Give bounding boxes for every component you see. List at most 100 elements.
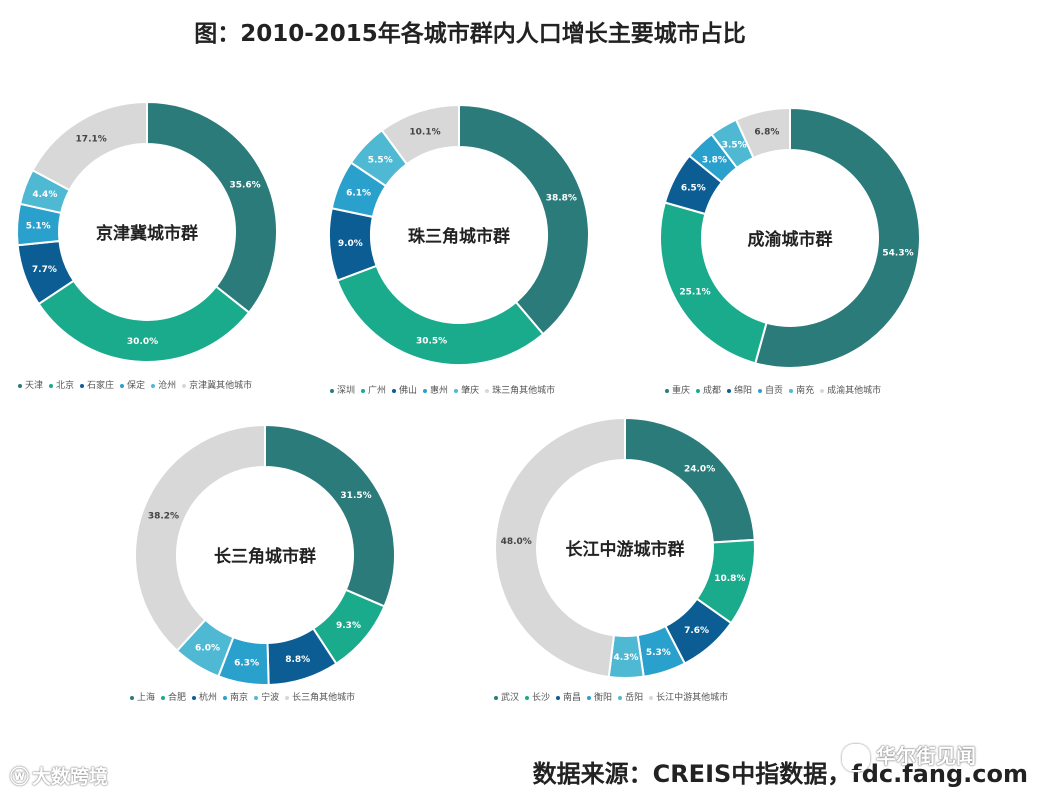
- data-source: 数据来源：CREIS中指数据，fdc.fang.com: [532, 760, 1028, 788]
- data-label: 54.3%: [882, 249, 913, 259]
- data-label: 6.8%: [754, 127, 779, 137]
- legend-swatch: [223, 695, 228, 700]
- data-label: 10.8%: [714, 574, 745, 584]
- legend-label: 惠州: [430, 386, 449, 396]
- weibo-icon: ⓦ: [10, 766, 30, 788]
- legend-label: 合肥: [168, 693, 187, 703]
- legend-item: 佛山: [392, 383, 417, 396]
- legend-label: 南昌: [563, 693, 582, 703]
- donut-chart-chengyu: 54.3% 25.1% 6.5% 3.8% 3.5% 6.8% 成渝城市群: [659, 106, 921, 369]
- legend-label: 沧州: [158, 381, 177, 391]
- data-label: 6.3%: [234, 658, 259, 668]
- legend-swatch: [192, 695, 197, 700]
- legend-label: 京津冀其他城市: [189, 381, 253, 391]
- legend-swatch: [18, 383, 22, 388]
- legend-label: 岳阳: [625, 693, 644, 703]
- legend-swatch: [49, 383, 54, 388]
- data-label: 8.8%: [285, 655, 310, 665]
- pie-slice-上海: [264, 423, 396, 608]
- legend-label: 石家庄: [87, 381, 115, 391]
- legend-swatch: [587, 695, 592, 700]
- data-label: 30.0%: [127, 337, 158, 347]
- data-label: 48.0%: [501, 537, 532, 547]
- legend-item: 京津冀其他城市: [182, 378, 252, 391]
- legend-swatch: [454, 388, 459, 393]
- legend-changjiang-zhongyou: 武汉 长沙 南昌 衡阳 岳阳 长江中游其他城市: [494, 690, 734, 703]
- legend-swatch: [182, 383, 187, 388]
- legend-label: 重庆: [672, 386, 691, 396]
- donut-chart-changsanjiao: 31.5% 9.3% 8.8% 6.3% 6.0% 38.2% 长三角城市群: [134, 423, 396, 686]
- legend-item: 天津: [18, 378, 43, 391]
- legend-label: 衡阳: [594, 693, 613, 703]
- legend-swatch: [423, 388, 428, 393]
- legend-swatch: [485, 388, 490, 393]
- data-label: 5.1%: [26, 222, 51, 232]
- legend-label: 宁波: [261, 693, 280, 703]
- legend-swatch: [254, 695, 259, 700]
- chart-title: 珠三角城市群: [408, 226, 510, 247]
- legend-swatch: [130, 695, 134, 700]
- legend-swatch: [696, 388, 701, 393]
- legend-swatch: [649, 695, 654, 700]
- legend-chengyu: 重庆 成都 绵阳 自贡 南充 成渝其他城市: [665, 383, 887, 396]
- pie-slice-重庆: [754, 106, 921, 369]
- data-label: 6.1%: [346, 189, 371, 199]
- legend-swatch: [789, 388, 794, 393]
- data-label: 30.5%: [416, 336, 447, 346]
- data-label: 38.8%: [546, 193, 577, 203]
- legend-item: 衡阳: [587, 690, 612, 703]
- pie-slice-珠三角其他城市: [380, 103, 460, 166]
- legend-item: 成都: [696, 383, 721, 396]
- legend-item: 岳阳: [618, 690, 643, 703]
- legend-swatch: [665, 388, 669, 393]
- legend-label: 武汉: [501, 693, 520, 703]
- legend-label: 南京: [230, 693, 249, 703]
- pie-slice-成渝其他城市: [734, 106, 791, 160]
- legend-label: 珠三角其他城市: [492, 386, 556, 396]
- watermark-right: 华尔街见闻: [842, 740, 976, 772]
- legend-item: 深圳: [330, 383, 355, 396]
- legend-item: 广州: [361, 383, 386, 396]
- legend-label: 绵阳: [734, 386, 753, 396]
- data-label: 7.6%: [684, 626, 709, 636]
- data-label: 3.5%: [722, 140, 747, 150]
- legend-swatch: [361, 388, 366, 393]
- legend-swatch: [151, 383, 156, 388]
- legend-swatch: [80, 383, 85, 388]
- legend-item: 成渝其他城市: [820, 383, 881, 396]
- pie-slice-京津冀其他城市: [31, 100, 148, 192]
- data-label: 38.2%: [148, 511, 179, 521]
- legend-item: 重庆: [665, 383, 690, 396]
- legend-item: 宁波: [254, 690, 279, 703]
- legend-label: 保定: [127, 381, 146, 391]
- donut-chart-jingjinji: 35.6% 30.0% 7.7% 5.1% 4.4% 17.1% 京津冀城市群: [16, 100, 278, 363]
- legend-label: 成渝其他城市: [827, 386, 882, 396]
- legend-swatch: [525, 695, 530, 700]
- legend-swatch: [161, 695, 166, 700]
- data-label: 5.5%: [368, 156, 393, 166]
- legend-swatch: [618, 695, 623, 700]
- wechat-icon: [842, 743, 870, 772]
- legend-item: 沧州: [151, 378, 176, 391]
- data-label: 5.3%: [646, 648, 671, 658]
- legend-label: 自贡: [765, 386, 784, 396]
- legend-item: 石家庄: [80, 378, 114, 391]
- chart-title: 成渝城市群: [748, 229, 833, 250]
- legend-label: 南充: [796, 386, 815, 396]
- donut-chart-zhusanjiao: 38.8% 30.5% 9.0% 6.1% 5.5% 10.1% 珠三角城市群: [328, 103, 590, 366]
- legend-label: 长三角其他城市: [292, 693, 356, 703]
- legend-label: 北京: [56, 381, 75, 391]
- data-label: 17.1%: [76, 134, 107, 144]
- pie-slice-武汉: [624, 416, 756, 544]
- legend-item: 珠三角其他城市: [485, 383, 555, 396]
- data-label: 31.5%: [340, 491, 371, 501]
- legend-item: 惠州: [423, 383, 448, 396]
- legend-label: 天津: [25, 381, 44, 391]
- data-label: 9.0%: [338, 239, 363, 249]
- legend-swatch: [758, 388, 763, 393]
- legend-item: 合肥: [161, 690, 186, 703]
- watermark-left: ⓦ 大数跨境: [10, 762, 108, 789]
- page-title: 图：2010-2015年各城市群内人口增长主要城市占比: [194, 21, 746, 47]
- legend-item: 绵阳: [727, 383, 752, 396]
- data-label: 24.0%: [684, 465, 715, 475]
